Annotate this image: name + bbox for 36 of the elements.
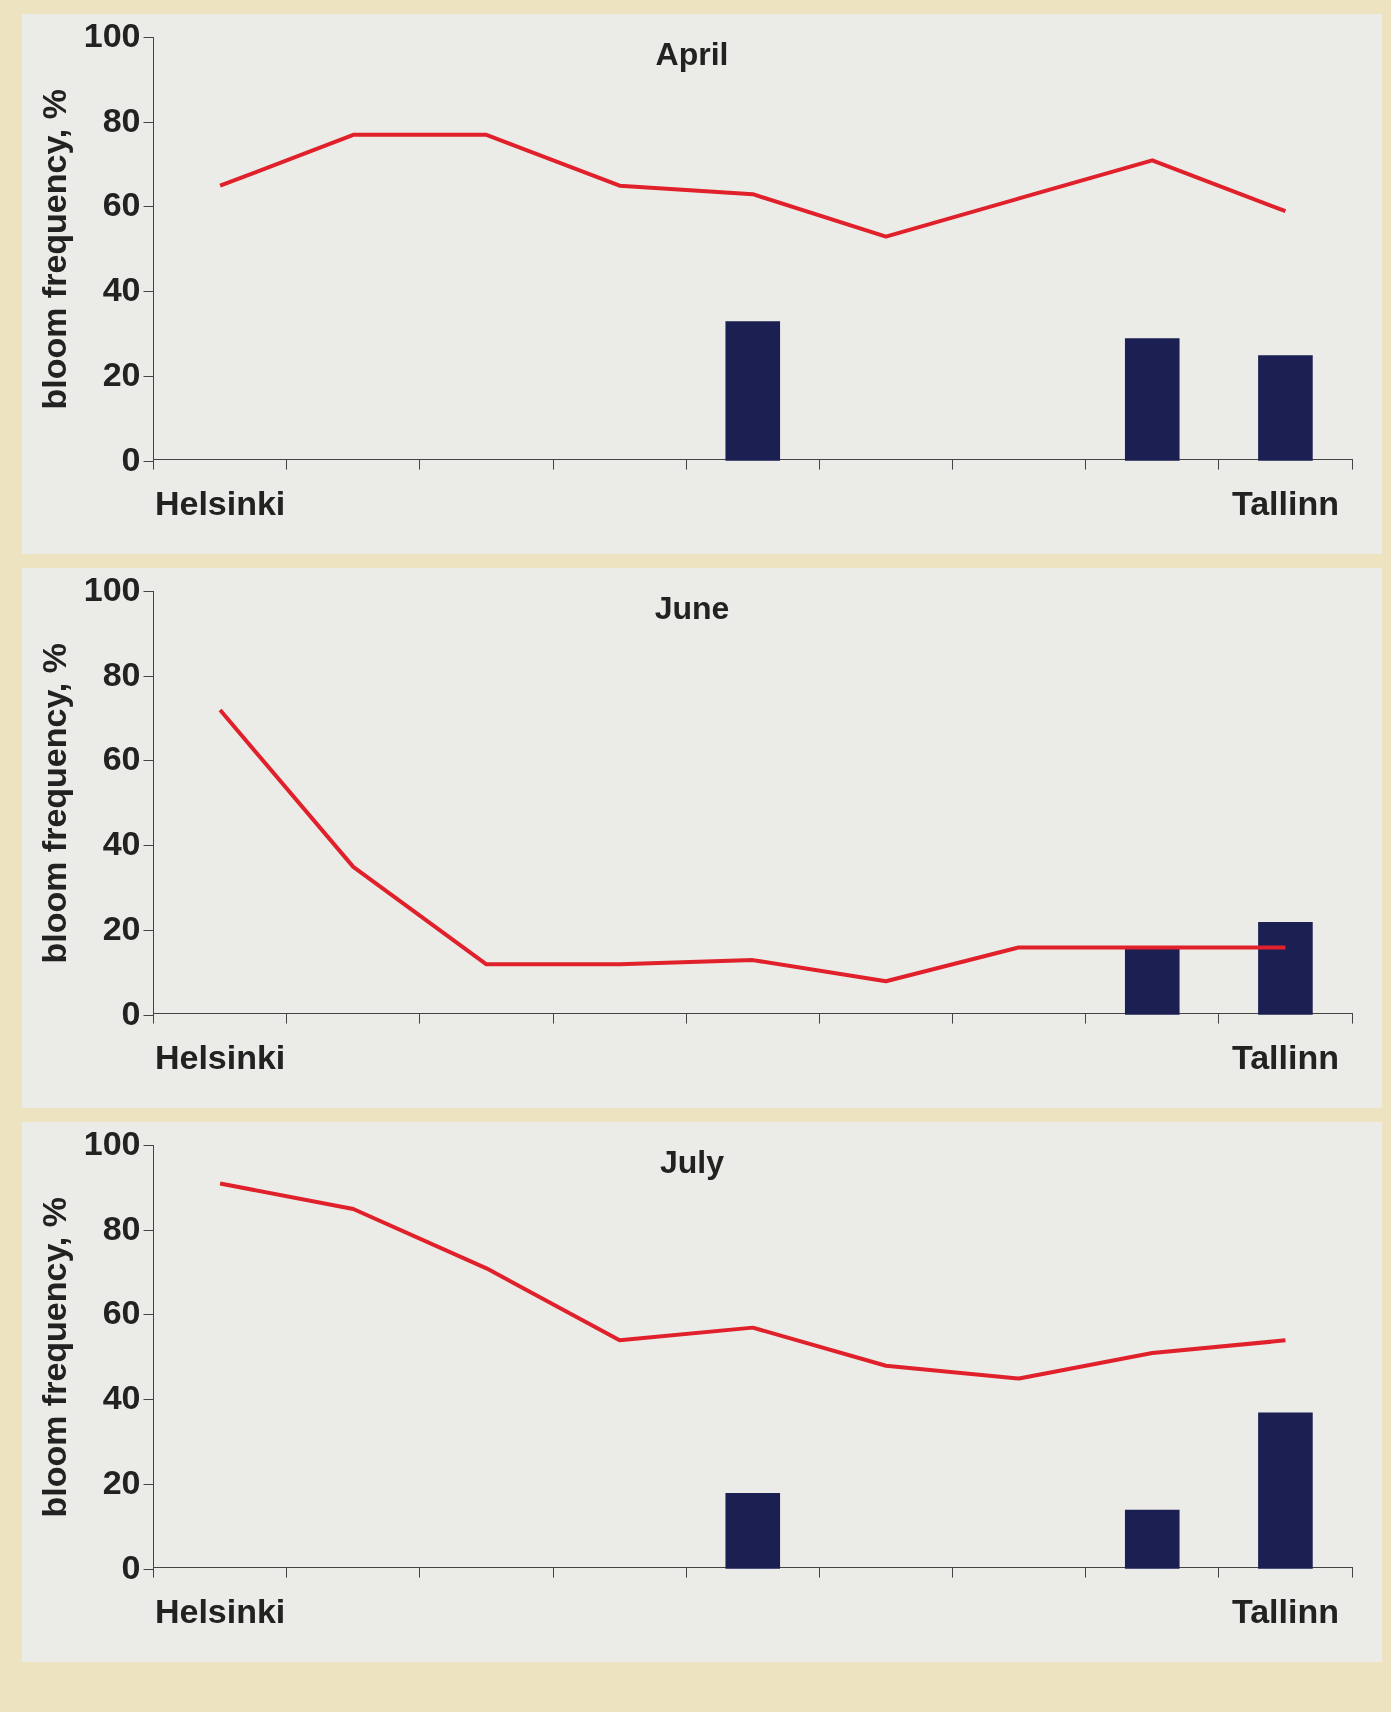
bar [1124, 338, 1180, 461]
y-tick-label: 60 [102, 739, 141, 778]
chart-title: April [655, 36, 729, 73]
chart-title: July [659, 1144, 725, 1181]
y-tick-label: 20 [102, 354, 141, 393]
bar [725, 321, 781, 461]
y-tick-label: 0 [121, 1547, 141, 1586]
y-tick-label: 20 [102, 1462, 141, 1501]
y-tick-label: 0 [121, 993, 141, 1032]
y-tick-label: 40 [102, 270, 141, 309]
y-tick-label: 80 [102, 1208, 141, 1247]
x-tick-label: Helsinki [154, 1038, 286, 1077]
bar [1258, 355, 1313, 461]
y-tick-label: 40 [102, 1378, 141, 1417]
y-tick-label: 60 [102, 1293, 141, 1332]
y-tick-label: 100 [83, 1123, 141, 1162]
x-tick-label: Helsinki [154, 484, 286, 523]
y-axis-title: bloom frequency, % [34, 89, 73, 410]
y-tick-label: 100 [83, 569, 141, 608]
bar [1124, 1509, 1180, 1569]
y-axis-title: bloom frequency, % [34, 1197, 73, 1518]
y-tick-label: 0 [121, 439, 141, 478]
y-tick-label: 80 [102, 654, 141, 693]
y-tick-label: 40 [102, 824, 141, 863]
x-tick-label: Tallinn [1231, 1592, 1339, 1631]
y-tick-label: 60 [102, 185, 141, 224]
bar [1258, 1412, 1313, 1569]
bar [725, 1492, 781, 1569]
chart-title: June [654, 590, 730, 627]
y-axis-title: bloom frequency, % [34, 643, 73, 964]
x-tick-label: Tallinn [1231, 484, 1339, 523]
x-tick-label: Helsinki [154, 1592, 286, 1631]
y-tick-label: 80 [102, 100, 141, 139]
y-tick-label: 20 [102, 908, 141, 947]
y-tick-label: 100 [83, 15, 141, 54]
x-tick-label: Tallinn [1231, 1038, 1339, 1077]
